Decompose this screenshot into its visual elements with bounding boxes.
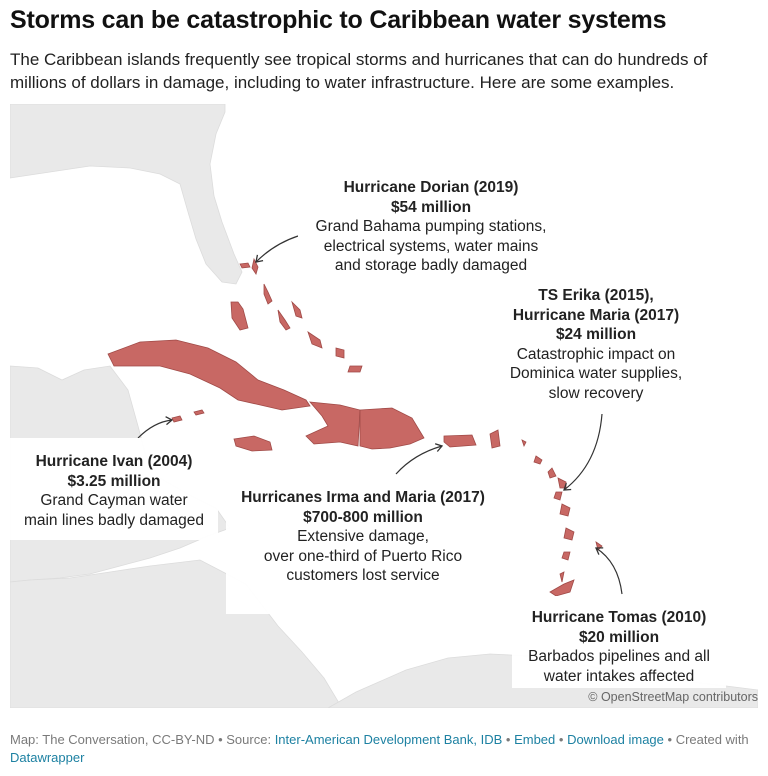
hispaniola-haiti xyxy=(305,401,361,447)
annotation-heading: Hurricane Dorian (2019) xyxy=(343,179,519,196)
annotation-description: customers lost service xyxy=(286,567,440,584)
annotation-description: electrical systems, water mains xyxy=(323,237,539,255)
footer: Map: The Conversation, CC-BY-ND • Source… xyxy=(10,731,750,767)
cuba xyxy=(107,339,311,411)
cayman-islands xyxy=(171,409,205,423)
chart-subtitle: The Caribbean islands frequently see tro… xyxy=(10,50,708,92)
annotation-amount: $3.25 million xyxy=(67,472,161,490)
turks-caicos xyxy=(347,365,363,373)
trinidad xyxy=(549,579,575,597)
arrow-irma-maria xyxy=(395,443,444,475)
annotation-amount: $700-800 million xyxy=(303,508,423,526)
annotation-heading: Hurricanes Irma and Maria (2017) xyxy=(241,489,485,506)
annotation-description: Barbados pipelines and all xyxy=(528,648,710,665)
source-link[interactable]: Inter-American Development Bank, IDB xyxy=(274,732,503,747)
map-attribution: © OpenStreetMap contributors xyxy=(588,690,758,704)
jamaica xyxy=(233,435,273,452)
map-credit: Map: The Conversation, CC-BY-ND xyxy=(10,732,215,747)
us-mainland xyxy=(10,104,243,285)
separator: • xyxy=(502,732,515,747)
hispaniola-dr xyxy=(359,407,425,450)
annotation-description: slow recovery xyxy=(548,384,644,402)
inagua xyxy=(335,347,345,359)
annotation-description: and storage badly damaged xyxy=(334,257,528,274)
annotation-amount: $24 million xyxy=(555,326,637,343)
andros-island xyxy=(230,301,249,331)
abaco-island xyxy=(251,257,259,275)
annotation-dorian: Hurricane Dorian (2019) $54 million Gran… xyxy=(298,164,564,276)
annotation-description: Catastrophic impact on xyxy=(516,345,676,363)
arrow-dorian xyxy=(255,235,299,263)
annotation-description: Extensive damage, xyxy=(297,528,429,545)
annotation-heading: Hurricane Tomas (2010) xyxy=(531,609,707,626)
arrow-ivan xyxy=(137,416,174,439)
annotation-description: water intakes affected xyxy=(543,667,695,685)
annotation-description: Dominica water supplies, xyxy=(509,365,683,382)
annotation-description: over one-third of Puerto Rico xyxy=(263,547,463,565)
annotation-description: Grand Bahama pumping stations, xyxy=(315,218,547,235)
separator: • xyxy=(214,732,227,747)
separator: • xyxy=(663,732,676,747)
annotation-amount: $20 million xyxy=(578,628,660,646)
arrow-tomas xyxy=(595,547,623,595)
annotation-heading: Hurricane Maria (2017) xyxy=(512,306,680,324)
annotation-tomas: Hurricane Tomas (2010) $20 million Barba… xyxy=(512,596,726,688)
embed-link[interactable]: Embed xyxy=(514,732,556,747)
separator: • xyxy=(555,732,568,747)
exuma-chain xyxy=(277,309,291,331)
annotation-arrows xyxy=(137,235,623,595)
eleuthera xyxy=(263,283,273,305)
datawrapper-link[interactable]: Datawrapper xyxy=(10,750,85,765)
annotation-heading: Hurricane Ivan (2004) xyxy=(35,453,193,470)
chart-title: Storms can be catastrophic to Caribbean … xyxy=(10,6,667,34)
annotation-maria-dominica: TS Erika (2015), Hurricane Maria (2017) … xyxy=(490,274,702,414)
annotation-irma-maria: Hurricanes Irma and Maria (2017) $700-80… xyxy=(226,476,500,614)
annotation-amount: $54 million xyxy=(390,198,472,216)
grand-bahama xyxy=(239,262,251,269)
acklins xyxy=(307,331,323,349)
highlighted-islands xyxy=(107,257,603,597)
windward-islands xyxy=(559,527,575,583)
annotation-description: main lines badly damaged xyxy=(23,511,205,529)
long-island-bahamas xyxy=(291,300,303,319)
source-label: Source: xyxy=(226,732,275,747)
download-image-link[interactable]: Download image xyxy=(567,732,664,747)
leeward-islands xyxy=(521,439,567,501)
arrow-maria-dominica xyxy=(563,413,603,491)
annotation-description: Grand Cayman water xyxy=(40,492,188,509)
puerto-rico xyxy=(443,434,477,448)
annotation-ivan: Hurricane Ivan (2004) $3.25 million Gran… xyxy=(10,438,218,540)
virgin-islands xyxy=(489,429,501,449)
dominica xyxy=(559,503,571,517)
created-with-label: Created with xyxy=(675,732,749,747)
annotation-heading: TS Erika (2015), xyxy=(538,287,654,304)
